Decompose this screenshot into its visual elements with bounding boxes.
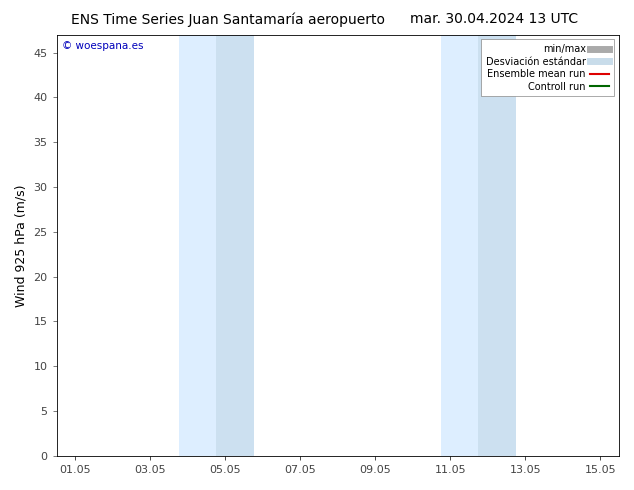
- Legend: min/max, Desviación estándar, Ensemble mean run, Controll run: min/max, Desviación estándar, Ensemble m…: [481, 40, 614, 97]
- Text: ENS Time Series Juan Santamaría aeropuerto: ENS Time Series Juan Santamaría aeropuer…: [71, 12, 385, 27]
- Text: © woespana.es: © woespana.es: [62, 41, 144, 51]
- Bar: [479, 35, 516, 456]
- Bar: [216, 35, 254, 456]
- Bar: [441, 35, 479, 456]
- Text: mar. 30.04.2024 13 UTC: mar. 30.04.2024 13 UTC: [410, 12, 579, 26]
- Bar: [179, 35, 216, 456]
- Y-axis label: Wind 925 hPa (m/s): Wind 925 hPa (m/s): [15, 184, 28, 307]
